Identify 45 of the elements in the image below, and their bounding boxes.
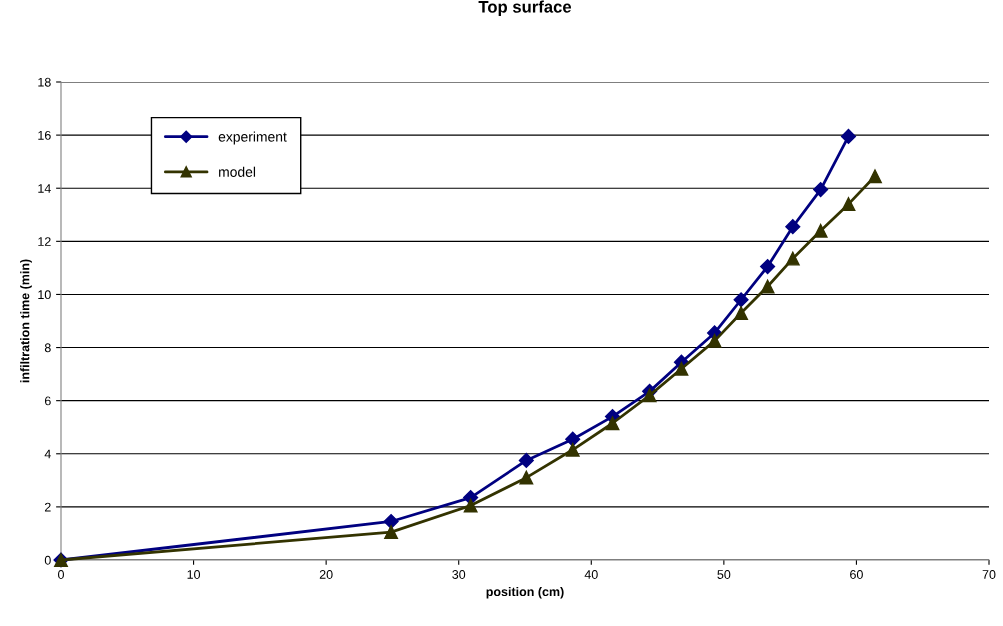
point [519, 470, 534, 485]
point [760, 279, 775, 294]
point [565, 442, 580, 457]
x-axis-title: position (cm) [486, 586, 564, 599]
y-tick-label: 2 [44, 502, 51, 512]
y-tick-label: 10 [38, 290, 51, 300]
x-tick-label: 60 [850, 570, 863, 579]
y-tick-label: 12 [38, 237, 51, 246]
legend-label: model [219, 166, 256, 177]
x-tick-label: 50 [717, 570, 731, 579]
y-tick-label: 0 [44, 555, 51, 565]
point [785, 219, 801, 235]
x-tick-label: 40 [584, 570, 598, 579]
point [384, 525, 399, 540]
x-tick-label: 10 [187, 570, 201, 579]
point [463, 498, 478, 513]
point [840, 128, 857, 145]
point [518, 452, 534, 468]
y-tick-label: 16 [38, 130, 51, 140]
point [868, 169, 882, 184]
point [383, 513, 399, 530]
point [760, 258, 776, 275]
y-axis-title: infiltration time (min) [20, 259, 32, 383]
x-tick-label: 0 [58, 570, 64, 579]
point [813, 223, 828, 238]
chart-title: Top surface [478, 0, 572, 17]
point [841, 197, 856, 212]
y-tick-label: 18 [38, 77, 51, 87]
point [733, 292, 749, 308]
y-tick-label: 8 [44, 343, 51, 353]
point [605, 416, 620, 431]
point [785, 251, 800, 266]
y-tick-label: 4 [44, 449, 51, 459]
point [707, 333, 722, 348]
point [674, 361, 689, 376]
x-tick-label: 20 [319, 570, 333, 579]
point [642, 388, 657, 403]
y-tick-label: 6 [44, 396, 51, 406]
legend-label: experiment [218, 131, 287, 145]
point [734, 306, 749, 320]
x-tick-label: 30 [452, 570, 466, 579]
point [565, 431, 581, 447]
y-tick-label: 14 [38, 184, 51, 193]
point [813, 181, 829, 198]
x-tick-label: 70 [982, 570, 996, 579]
